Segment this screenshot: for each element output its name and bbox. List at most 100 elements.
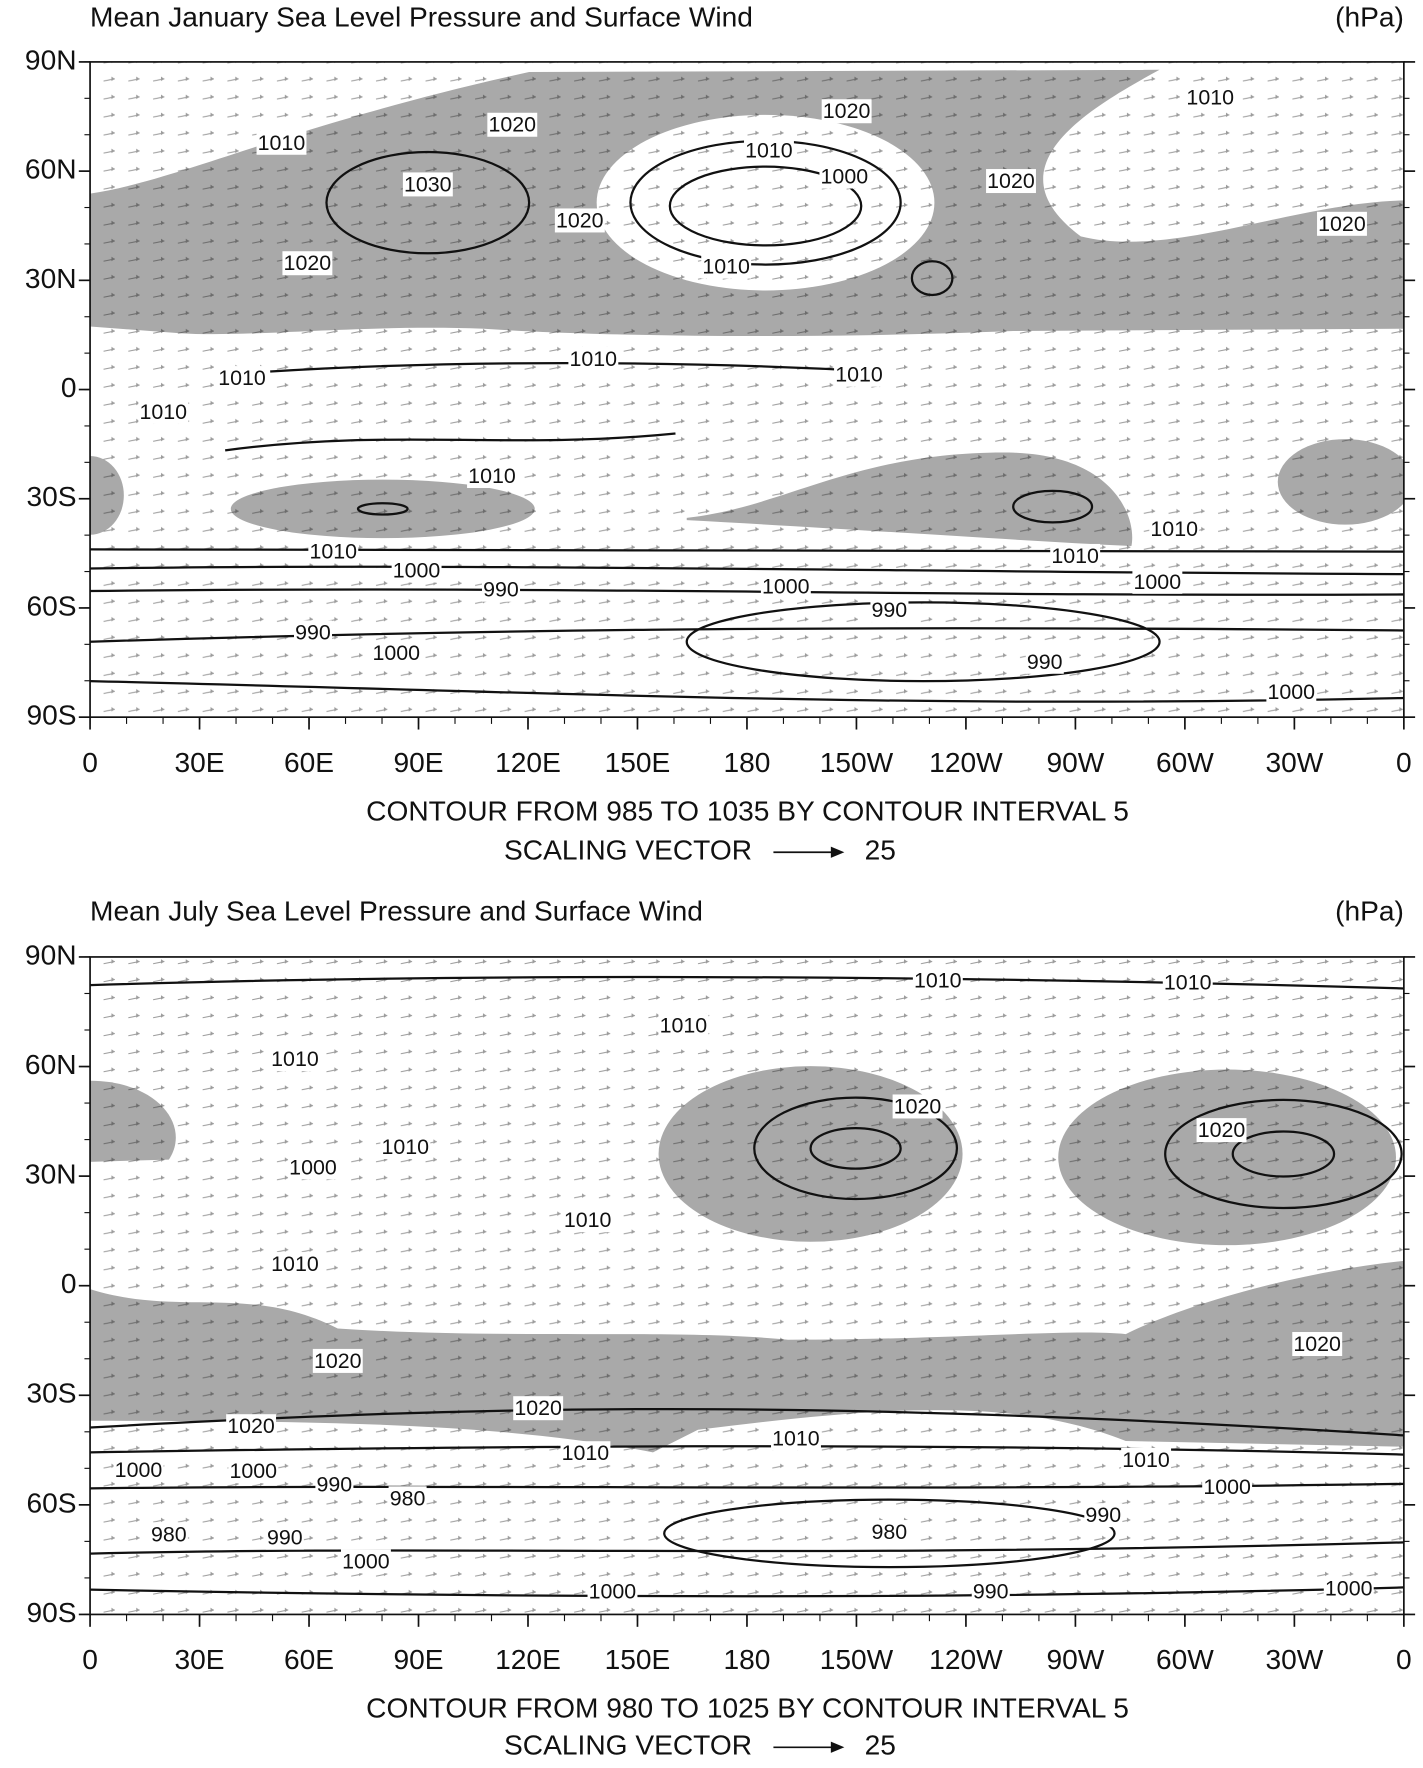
- x-tick-label: 120E: [495, 1644, 561, 1675]
- contour-label-bg: [554, 208, 605, 233]
- y-tick-label: 30S: [27, 481, 77, 512]
- contour-label: 1000: [1134, 570, 1182, 594]
- contour-label-bg: [294, 620, 333, 645]
- contour-label: 1020: [284, 251, 332, 275]
- x-tick-label: 180: [723, 747, 770, 778]
- contour-label-bg: [270, 1252, 320, 1277]
- x-tick-label: 120W: [929, 747, 1003, 778]
- y-tick-label: 60S: [27, 590, 77, 621]
- contour-label-bg: [388, 1486, 427, 1511]
- contour-label: 1010: [1122, 1448, 1170, 1472]
- contour-label: 1010: [468, 464, 516, 488]
- contour-label: 980: [151, 1522, 187, 1546]
- contour-label: 1000: [762, 574, 810, 598]
- contour-caption: CONTOUR FROM 985 TO 1035 BY CONTOUR INTE…: [366, 795, 1129, 826]
- x-tick-label: 150E: [605, 747, 671, 778]
- contour-label: 990: [1027, 650, 1063, 674]
- units: (hPa): [1335, 2, 1404, 33]
- x-tick-label: 120W: [929, 1644, 1003, 1675]
- contour-label: 1010: [660, 1013, 708, 1037]
- contour-label: 1010: [1051, 544, 1099, 568]
- contour-label: 1010: [1186, 86, 1234, 110]
- x-tick-label: 90E: [393, 1644, 443, 1675]
- x-tick-label: 30E: [175, 1644, 225, 1675]
- contour-label-bg: [658, 1013, 709, 1038]
- contour-label-bg: [487, 112, 538, 137]
- scaling-vector-value: 25: [865, 1730, 896, 1761]
- contour-label: 1000: [372, 641, 420, 665]
- contour-label-bg: [1162, 970, 1213, 995]
- contour-label: 1010: [271, 1252, 319, 1276]
- contour-caption: CONTOUR FROM 980 TO 1025 BY CONTOUR INTE…: [366, 1693, 1129, 1724]
- contour-label-bg: [315, 1472, 354, 1497]
- contour-label: 1000: [115, 1458, 163, 1482]
- contour-label: 990: [973, 1580, 1009, 1604]
- contour-label-bg: [308, 539, 359, 564]
- contour-label-bg: [270, 1047, 320, 1072]
- panel-title: Mean January Sea Level Pressure and Surf…: [90, 2, 753, 33]
- contour-label: 1000: [1325, 1576, 1373, 1600]
- scaling-vector-value: 25: [865, 835, 896, 866]
- contour-label-bg: [760, 574, 811, 599]
- contour-label: 990: [317, 1473, 353, 1497]
- contour-label-bg: [819, 164, 870, 189]
- contour-label: 1020: [314, 1349, 362, 1373]
- contour-label-bg: [744, 138, 794, 163]
- contour-label: 1010: [914, 968, 962, 992]
- contour-label: 1030: [404, 172, 452, 196]
- contour-label: 1010: [382, 1135, 430, 1159]
- x-tick-label: 150W: [820, 1644, 894, 1675]
- x-tick-label: 30E: [175, 747, 225, 778]
- scaling-vector-label: SCALING VECTOR: [504, 835, 752, 866]
- y-tick-label: 60S: [27, 1487, 77, 1518]
- contour-label-bg: [1266, 680, 1317, 705]
- contour-label: 1020: [987, 169, 1035, 193]
- contour-label: 1020: [488, 113, 536, 137]
- contour-label: 990: [483, 578, 519, 602]
- scaling-vector-head: [830, 1741, 845, 1753]
- contour-label: 990: [267, 1526, 303, 1550]
- contour-label: 1000: [230, 1459, 278, 1483]
- contour-label-bg: [892, 1094, 943, 1119]
- contour-label-bg: [1317, 211, 1367, 236]
- contour-label: 1020: [894, 1094, 942, 1118]
- contour-label: 1010: [309, 539, 357, 563]
- y-tick-label: 60N: [25, 1049, 77, 1080]
- contour-label-bg: [568, 346, 619, 371]
- y-tick-label: 30S: [27, 1378, 77, 1409]
- contour-label-bg: [282, 251, 333, 276]
- contour-label: 1000: [342, 1549, 390, 1573]
- contour-label-bg: [870, 1520, 909, 1545]
- contour-label: 1010: [218, 366, 266, 390]
- y-tick-label: 0: [61, 1268, 77, 1299]
- contour-label-bg: [821, 99, 872, 124]
- y-tick-label: 60N: [25, 154, 77, 185]
- contour-label-bg: [482, 577, 521, 602]
- x-tick-label: 0: [82, 747, 98, 778]
- contour-label-bg: [870, 597, 909, 622]
- contour-label-bg: [771, 1426, 821, 1451]
- contour-label: 990: [872, 598, 908, 622]
- contour-label-bg: [265, 1525, 304, 1550]
- x-tick-label: 90W: [1046, 747, 1104, 778]
- contour-label: 1000: [589, 1580, 637, 1604]
- contour-label: 1020: [514, 1396, 562, 1420]
- contour-label: 1010: [564, 1208, 612, 1232]
- contour-label-bg: [288, 1155, 338, 1180]
- y-tick-label: 30N: [25, 1159, 77, 1190]
- contour-label: 1000: [289, 1155, 337, 1179]
- x-tick-label: 0: [1396, 747, 1412, 778]
- contour-label: 1010: [139, 400, 187, 424]
- x-tick-label: 60W: [1156, 747, 1214, 778]
- contour-label-bg: [113, 1458, 164, 1483]
- map-panel-2: [90, 956, 1404, 1615]
- contour-label-bg: [138, 399, 189, 424]
- contour-label: 1010: [1150, 517, 1198, 541]
- x-tick-label: 150W: [820, 747, 894, 778]
- contour-label-bg: [149, 1522, 188, 1547]
- x-tick-label: 90E: [393, 747, 443, 778]
- contour-label: 1020: [823, 99, 871, 123]
- contour-label-bg: [402, 172, 453, 197]
- y-tick-label: 30N: [25, 263, 77, 294]
